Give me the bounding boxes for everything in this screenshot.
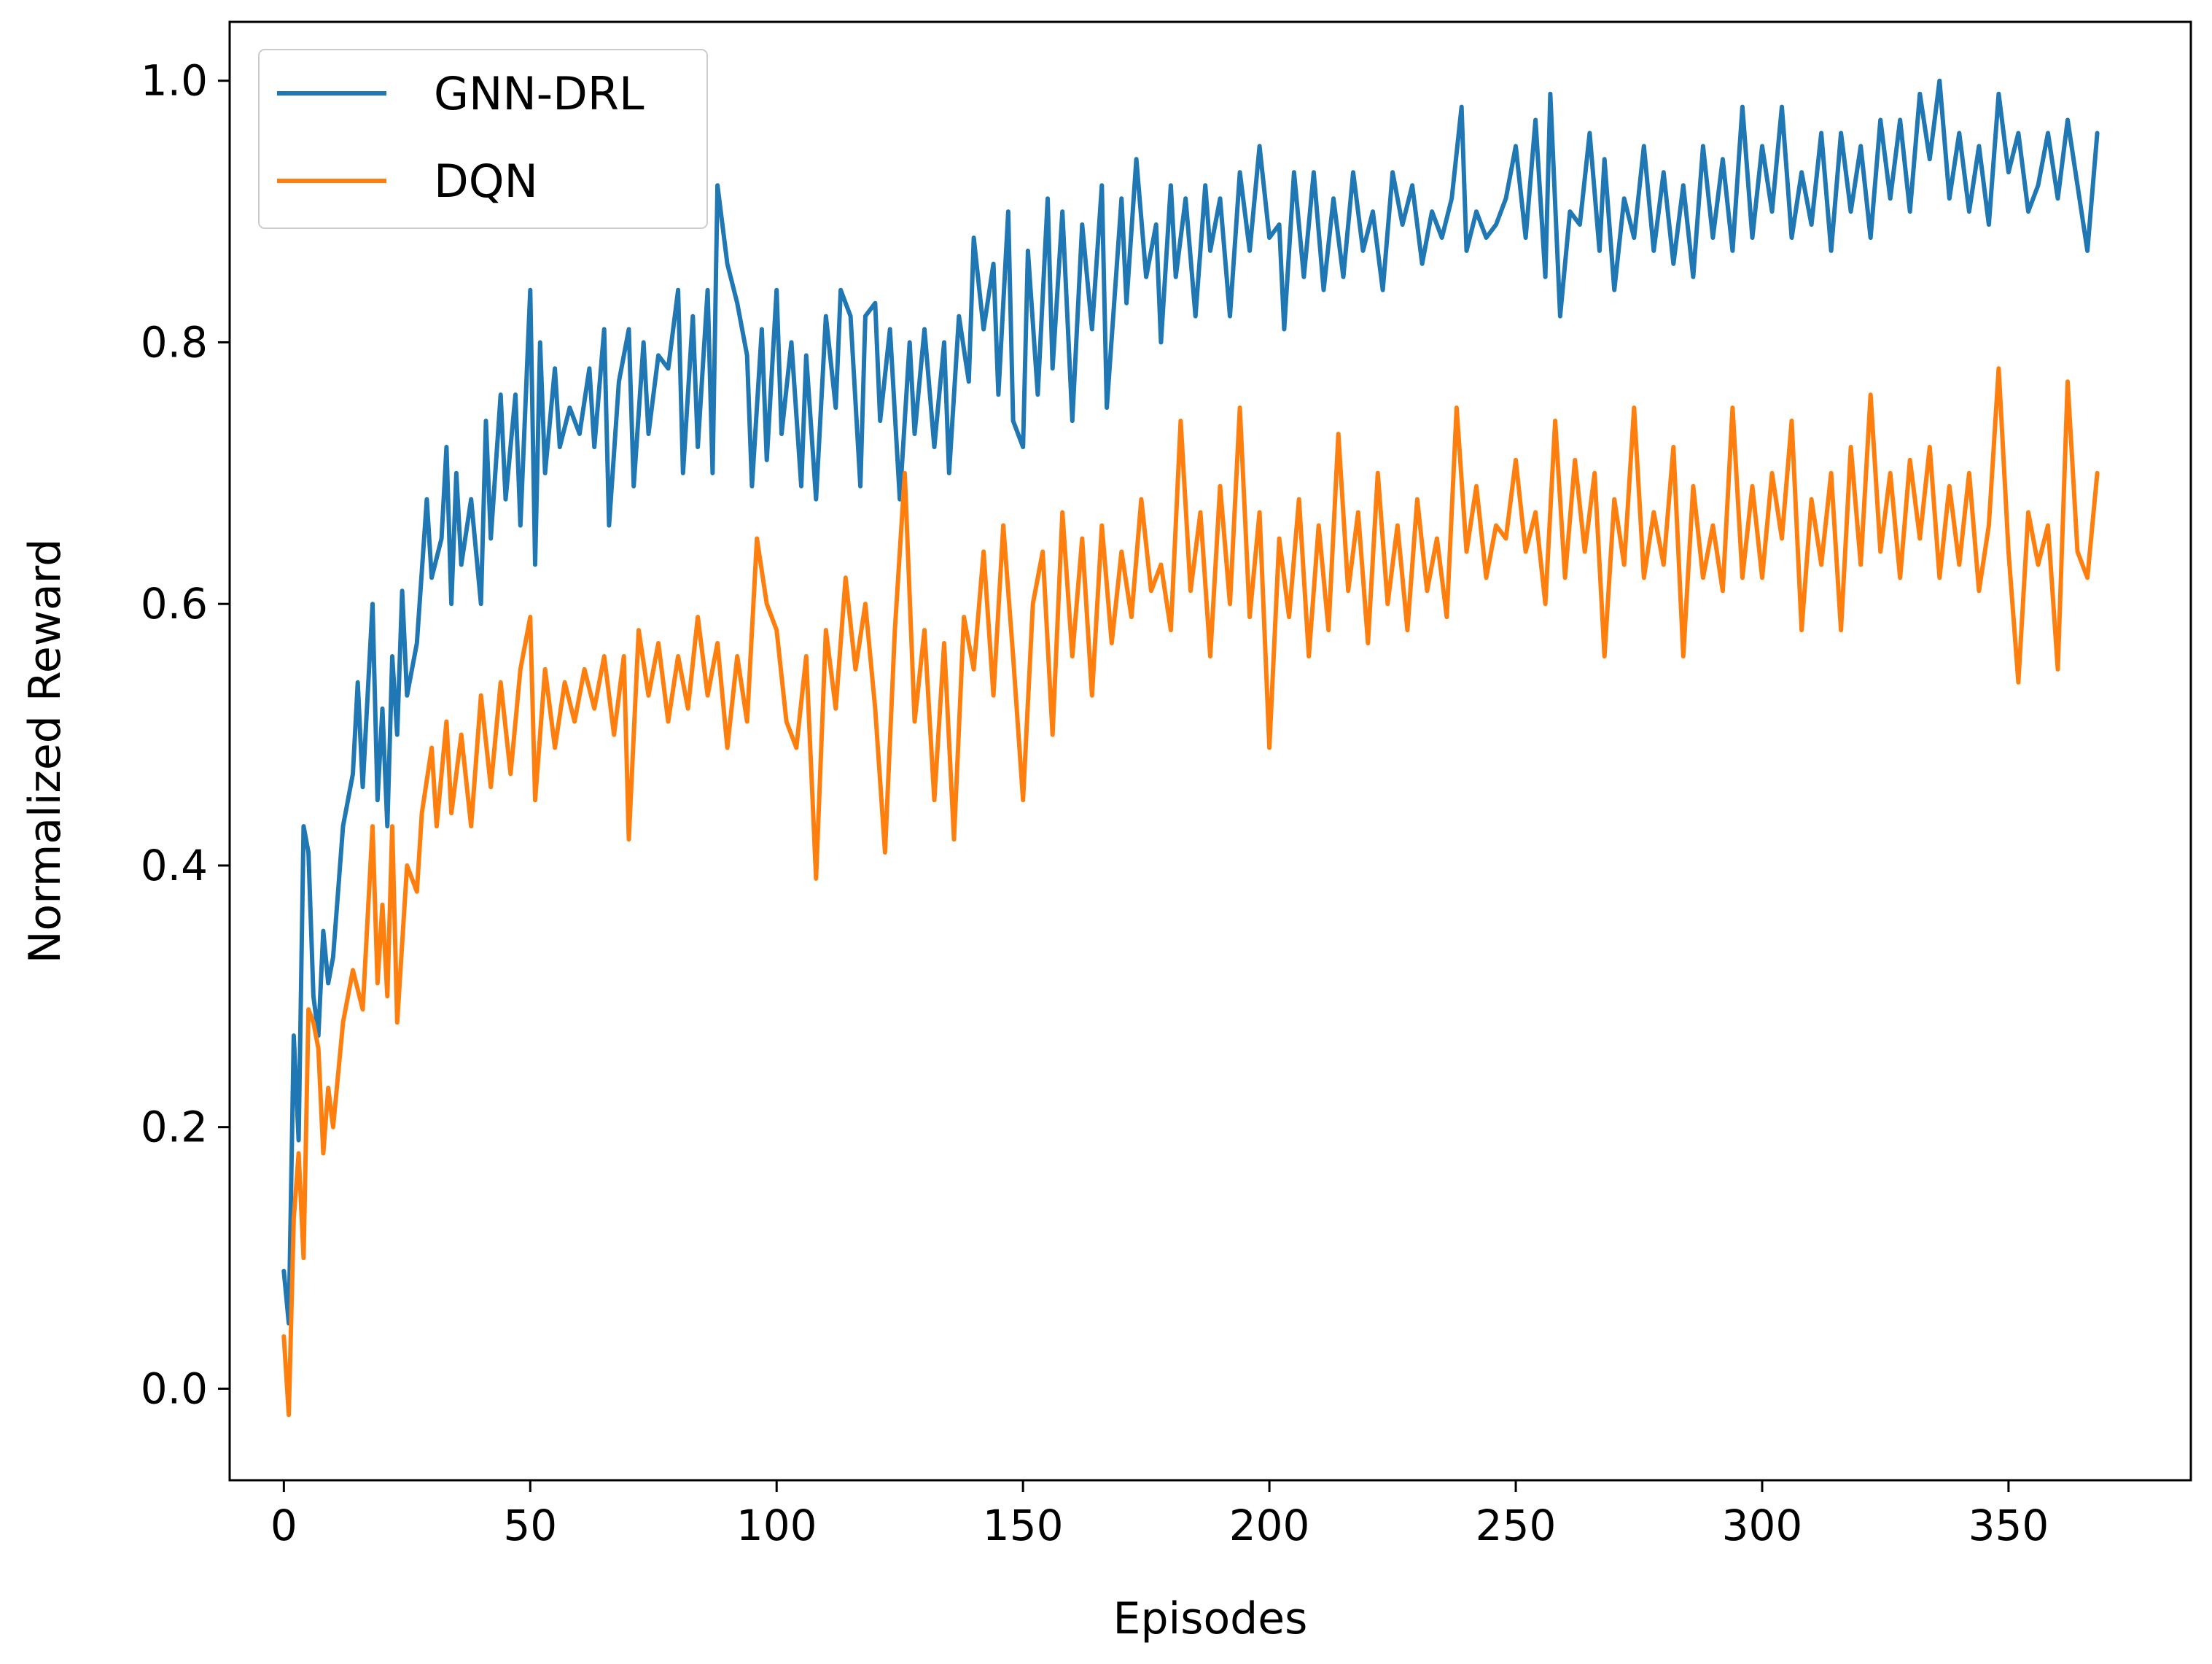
series-layer	[281, 78, 2100, 1418]
x-tick-label: 100	[736, 1501, 817, 1550]
y-tick-label: 0.4	[141, 841, 208, 890]
x-tick-label: 300	[1722, 1501, 1803, 1550]
legend-label-dqn: DQN	[434, 155, 538, 208]
x-tick-label: 350	[1968, 1501, 2049, 1550]
x-tick-label: 200	[1229, 1501, 1310, 1550]
y-tick-label: 0.6	[141, 579, 208, 629]
x-tick-label: 50	[503, 1501, 557, 1550]
y-axis: 0.0 0.2 0.4 0.6 0.8 1.0	[141, 56, 230, 1413]
y-tick-label: 1.0	[141, 56, 208, 106]
x-tick-label: 0	[270, 1501, 297, 1550]
y-tick-label: 0.8	[141, 317, 208, 367]
x-axis: 0 50 100 150 200 250 300 350	[270, 1480, 2049, 1550]
legend-label-gnn-drl: GNN-DRL	[434, 67, 644, 120]
y-tick-label: 0.2	[141, 1103, 208, 1152]
series-line-gnn-drl	[281, 78, 2100, 1326]
y-tick-label: 0.0	[141, 1364, 208, 1413]
x-tick-label: 250	[1476, 1501, 1557, 1550]
y-axis-label: Normalized Reward	[20, 539, 71, 964]
plot-area-frame	[228, 20, 2192, 1482]
x-tick-label: 150	[983, 1501, 1064, 1550]
series-line-dqn	[281, 366, 2100, 1418]
legend: GNN-DRL DQN	[258, 49, 708, 229]
x-axis-label: Episodes	[1113, 1593, 1308, 1644]
